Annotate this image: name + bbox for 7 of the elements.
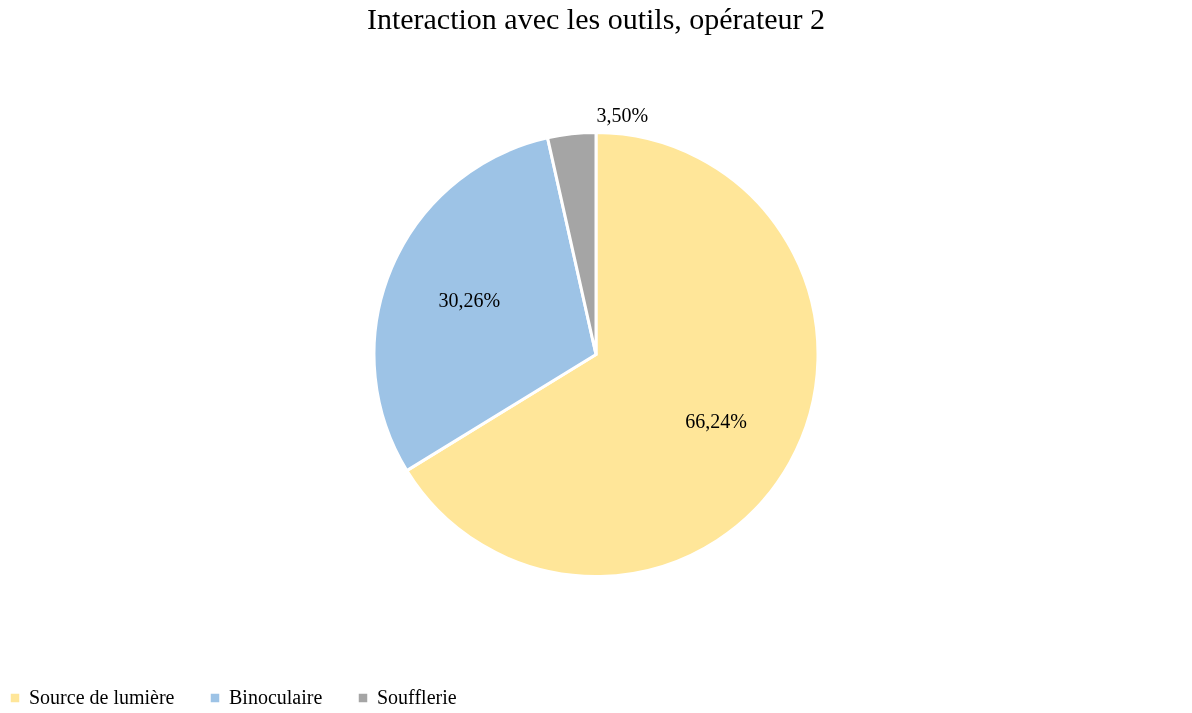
data-label: 30,26% bbox=[438, 288, 501, 311]
data-label: 3,50% bbox=[596, 103, 649, 126]
legend-label: Binoculaire bbox=[229, 686, 323, 708]
legend-label: Soufflerie bbox=[377, 686, 457, 708]
data-label: 66,24% bbox=[685, 409, 747, 432]
legend-label: Source de lumière bbox=[29, 686, 175, 708]
chart-title: Interaction avec les outils, opérateur 2 bbox=[366, 2, 826, 35]
